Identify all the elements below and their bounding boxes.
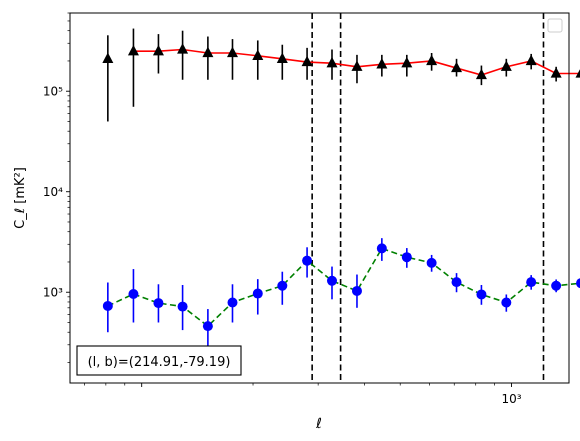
annotation-box [76, 345, 242, 376]
data-point-circle [252, 288, 263, 299]
series-line [107, 247, 580, 328]
data-point-triangle [326, 56, 338, 68]
y-axis-label: C_ℓ [mK²] [13, 167, 28, 229]
data-point-triangle [351, 60, 363, 71]
data-point-circle [277, 280, 288, 291]
data-point-circle [302, 255, 313, 266]
legend-box [547, 18, 563, 33]
data-point-circle [376, 243, 387, 254]
x-tick-label: 10³ [502, 392, 522, 406]
data-point-triangle [550, 67, 562, 78]
data-point-circle [451, 277, 462, 288]
data-point-triangle [177, 43, 189, 54]
data-point-circle [177, 301, 188, 312]
data-point-triangle [475, 68, 487, 80]
data-point-triangle [301, 55, 313, 67]
data-point-triangle [451, 61, 463, 73]
data-point-circle [576, 278, 580, 289]
vertical-lines-layer [311, 13, 545, 383]
y-tick-label: 10³ [43, 286, 63, 300]
data-point-triangle [426, 54, 438, 66]
data-point-circle [227, 297, 238, 308]
data-point-triangle [276, 52, 288, 63]
data-point-triangle [127, 44, 139, 56]
annotation-text: (l, b)=(214.91,-79.19) [88, 355, 231, 370]
data-point-triangle [152, 44, 164, 56]
markers-layer [102, 43, 580, 332]
data-point-triangle [102, 52, 114, 63]
data-point-triangle [500, 60, 512, 71]
data-point-triangle [401, 56, 413, 68]
data-point-circle [551, 280, 562, 291]
x-axis-label: ℓ [315, 416, 322, 432]
data-point-circle [501, 297, 512, 308]
data-point-circle [351, 285, 362, 296]
series-lines-layer [107, 48, 580, 328]
data-point-triangle [525, 54, 537, 66]
data-point-triangle [226, 46, 238, 58]
data-point-circle [401, 252, 412, 263]
y-tick-label: 10⁴ [43, 185, 63, 199]
data-point-triangle [376, 58, 388, 69]
data-point-circle [102, 300, 113, 311]
data-point-circle [128, 289, 139, 300]
data-point-circle [153, 298, 164, 309]
data-point-circle [326, 275, 337, 286]
plot-frame [69, 12, 570, 384]
series-line [133, 48, 580, 76]
y-tick-label: 10⁵ [43, 85, 63, 99]
data-point-circle [526, 277, 537, 288]
data-point-triangle [575, 69, 580, 78]
data-point-triangle [252, 49, 264, 60]
data-point-triangle [202, 46, 214, 58]
data-point-circle [202, 321, 213, 332]
data-point-circle [426, 257, 437, 268]
data-point-circle [476, 289, 487, 300]
ticks-layer: 10³ 10³ 10⁴ 10⁵ [43, 12, 522, 406]
